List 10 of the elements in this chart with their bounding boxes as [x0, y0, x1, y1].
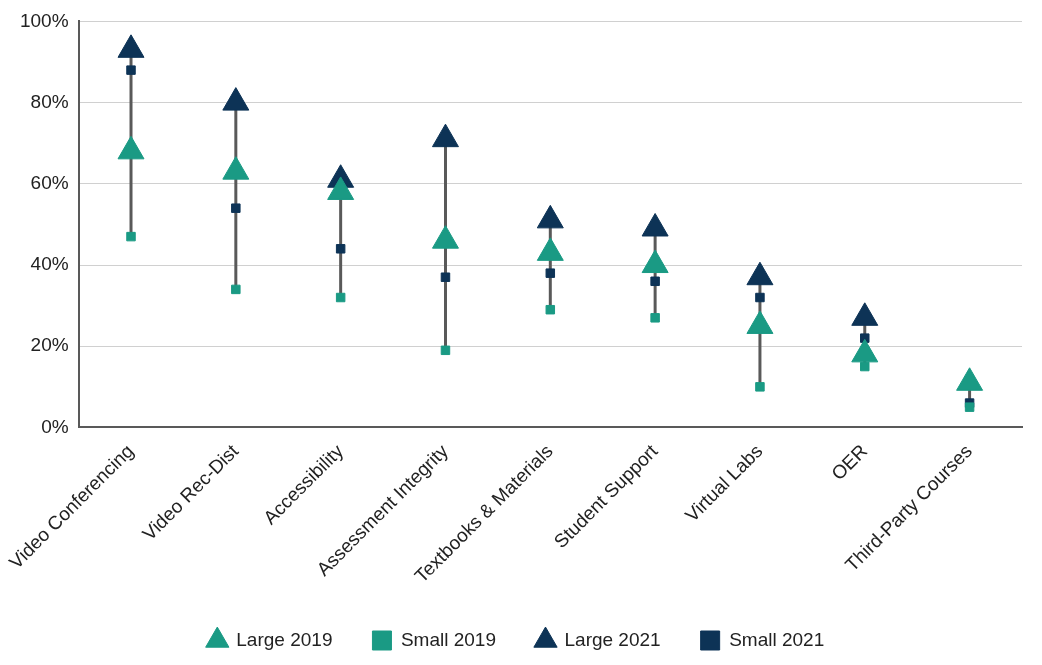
y-tick-label: 40%: [30, 253, 69, 275]
y-tick-label: 0%: [41, 415, 69, 437]
y-tick-label: 100%: [19, 9, 69, 31]
y-tick-label: 80%: [30, 90, 69, 112]
y-tick-label: 20%: [30, 334, 69, 356]
y-tick-label: 60%: [30, 172, 69, 194]
legend-label: Large 2021: [564, 628, 661, 650]
legend-label: Large 2019: [236, 628, 333, 650]
legend-label: Small 2019: [400, 628, 497, 650]
legend-label: Small 2021: [729, 628, 825, 650]
